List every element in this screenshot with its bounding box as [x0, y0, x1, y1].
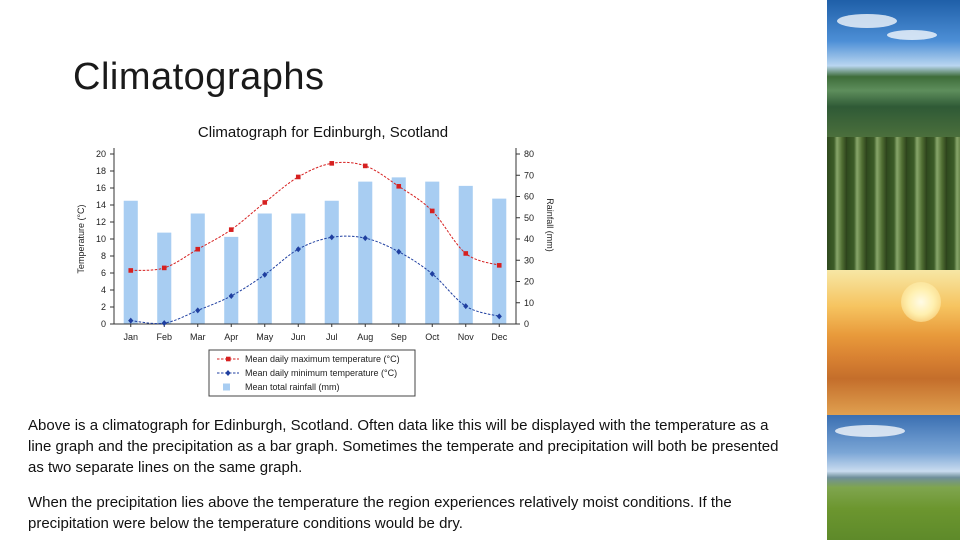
- right-tick-label: 10: [524, 298, 534, 308]
- climatograph-chart: 0 2 4 6 8 10 12 14 16 18 20 0 10 20 30 40 50 60 70 80 Jan Feb…: [76, 148, 555, 397]
- left-tick-label: 0: [101, 319, 106, 329]
- left-tick-label: 8: [101, 251, 106, 261]
- x-tick-label: Jun: [291, 332, 306, 342]
- x-tick-label: Apr: [224, 332, 238, 342]
- legend-swatch: [223, 383, 230, 391]
- slide-title: Climatographs: [73, 56, 325, 98]
- min-temp-point: [161, 320, 167, 327]
- right-tick-label: 40: [524, 234, 534, 244]
- photo-strip: [827, 0, 960, 540]
- max-temp-point: [228, 227, 234, 232]
- x-tick-label: Nov: [458, 332, 475, 342]
- right-axis-label: Rainfall (mm): [545, 198, 555, 252]
- left-tick-label: 2: [101, 302, 106, 312]
- x-tick-label: Jan: [123, 332, 138, 342]
- min-temp-point: [128, 317, 134, 324]
- rainfall-bar: [123, 200, 138, 324]
- min-temp-point: [329, 234, 335, 241]
- chart-title: Climatograph for Edinburgh, Scotland: [197, 124, 449, 141]
- left-tick-label: 12: [96, 217, 106, 227]
- legend-box: [208, 349, 416, 397]
- right-tick-label: 80: [524, 149, 534, 159]
- min-temp-point: [295, 246, 301, 253]
- legend-marker: [225, 370, 231, 376]
- legend-marker: [226, 356, 231, 362]
- x-tick-label: Mar: [190, 332, 206, 342]
- rainfall-bar: [358, 181, 373, 324]
- x-tick-label: Jul: [326, 332, 338, 342]
- max-temp-point: [429, 208, 435, 214]
- max-temp-point: [362, 163, 368, 169]
- rainfall-bar: [291, 213, 306, 324]
- min-temp-point: [463, 303, 469, 310]
- max-temp-point: [262, 200, 268, 205]
- x-tick-label: Oct: [425, 332, 440, 342]
- min-temp-point: [262, 271, 268, 278]
- left-tick-label: 20: [96, 149, 106, 159]
- rainfall-bar: [190, 213, 205, 324]
- min-temp-point: [195, 307, 201, 314]
- min-temp-point: [362, 235, 368, 242]
- max-temp-point: [463, 251, 469, 256]
- lake-forest-photo: [827, 0, 960, 137]
- left-tick-label: 16: [96, 183, 106, 193]
- x-tick-label: Dec: [491, 332, 508, 342]
- rainfall-bar: [425, 181, 440, 324]
- max-temp-point: [496, 263, 502, 268]
- right-tick-label: 30: [524, 255, 534, 265]
- rainfall-bar: [492, 198, 507, 324]
- right-tick-label: 0: [524, 319, 529, 329]
- max-temp-point: [396, 184, 402, 189]
- left-tick-label: 14: [96, 200, 106, 210]
- description-paragraph: Above is a climatograph for Edinburgh, S…: [28, 417, 779, 476]
- x-tick-label: May: [256, 332, 274, 342]
- right-tick-label: 50: [524, 213, 534, 223]
- min-temp-point: [496, 313, 502, 320]
- forest-photo: [827, 137, 960, 270]
- left-tick-label: 10: [96, 234, 106, 244]
- rainfall-bar: [324, 200, 339, 324]
- min-temp-line: [130, 235, 500, 325]
- desert-photo: [827, 270, 960, 415]
- x-tick-label: Aug: [357, 332, 373, 342]
- explanation-paragraph: When the precipitation lies above the te…: [28, 494, 732, 532]
- min-temp-point: [396, 248, 402, 255]
- max-temp-point: [329, 161, 335, 166]
- min-temp-point: [429, 270, 435, 277]
- rainfall-bar: [157, 232, 172, 324]
- max-temp-point: [295, 174, 301, 180]
- left-tick-label: 4: [101, 285, 106, 295]
- min-temp-point: [228, 292, 234, 299]
- max-temp-point: [195, 246, 201, 252]
- right-tick-label: 70: [524, 170, 534, 180]
- rainfall-bar: [224, 236, 239, 324]
- max-temp-point: [161, 265, 167, 271]
- x-tick-label: Feb: [156, 332, 172, 342]
- grassland-photo: [827, 415, 960, 540]
- right-tick-label: 60: [524, 192, 534, 202]
- left-axis-label: Temperature (°C): [76, 204, 86, 273]
- legend-label: Mean daily maximum temperature (°C): [245, 354, 400, 364]
- rainfall-bar: [257, 213, 272, 324]
- legend-label: Mean total rainfall (mm): [245, 382, 340, 392]
- legend-label: Mean daily minimum temperature (°C): [245, 368, 397, 378]
- left-tick-label: 6: [101, 268, 106, 278]
- x-tick-label: Sep: [391, 332, 407, 342]
- right-tick-label: 20: [524, 277, 534, 287]
- max-temp-point: [128, 268, 134, 273]
- left-tick-label: 18: [96, 166, 106, 176]
- max-temp-line: [130, 161, 500, 271]
